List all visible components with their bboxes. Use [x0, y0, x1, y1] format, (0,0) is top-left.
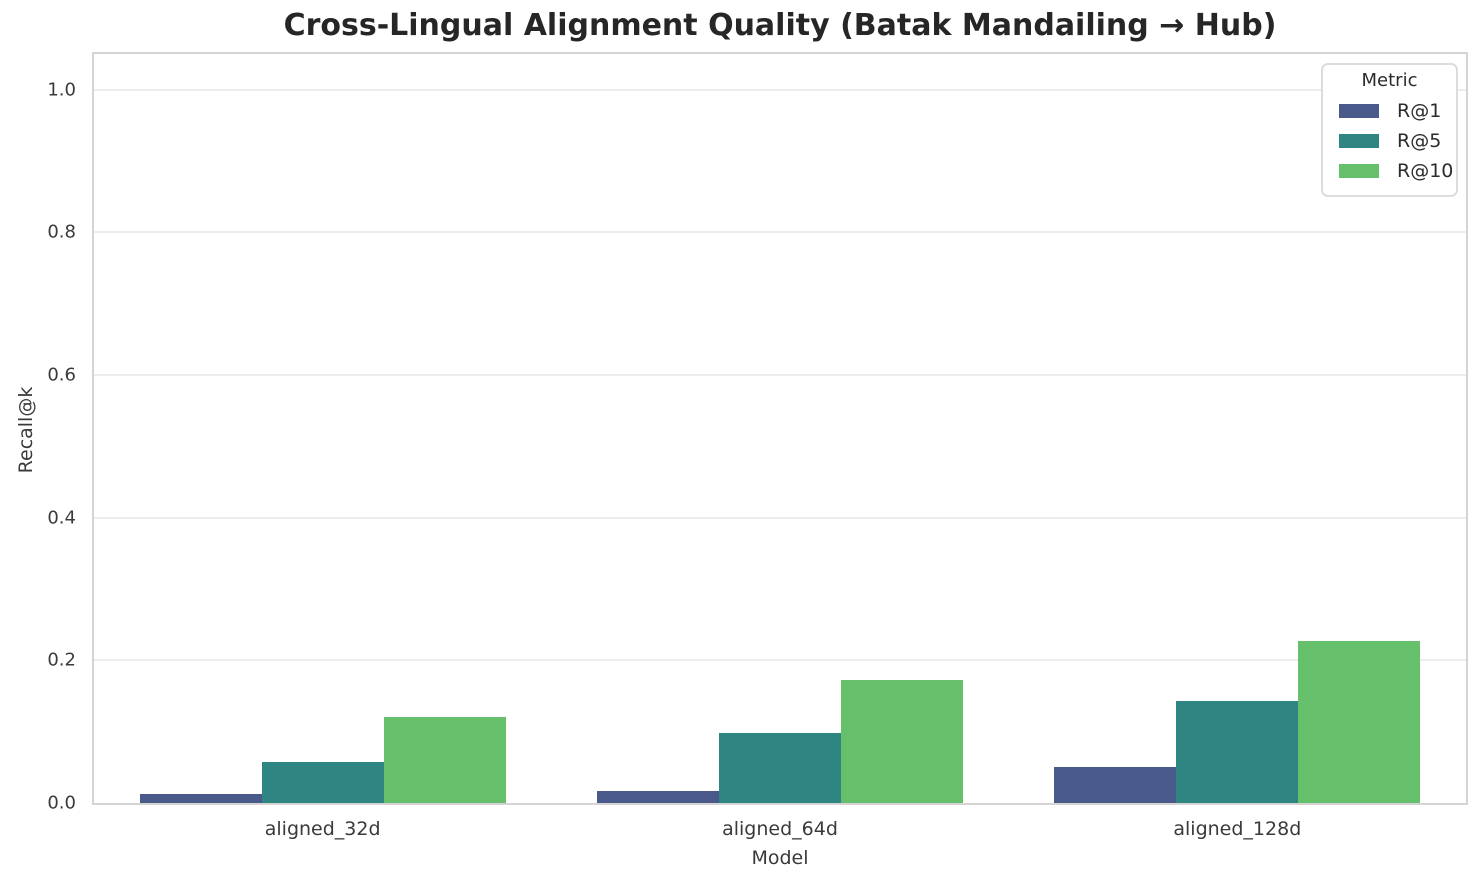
legend-label: R@5	[1397, 130, 1442, 152]
y-tick-label-0.8: 0.8	[47, 221, 76, 243]
bar-r1-aligned_64d	[597, 790, 720, 803]
x-tick-label-aligned_128d: aligned_128d	[1173, 818, 1302, 840]
bar-r5-aligned_128d	[1176, 701, 1299, 803]
gridlines-layer	[94, 54, 1466, 803]
legend-swatch-r10	[1339, 164, 1379, 178]
legend-label: R@1	[1397, 100, 1442, 122]
legend-item-r1: R@1	[1323, 96, 1456, 126]
legend-swatch-r5	[1339, 134, 1379, 148]
gridline-0.4	[94, 516, 1466, 519]
plot-area: Metric R@1 R@5 R@10	[92, 52, 1468, 805]
gridline-0.2	[94, 659, 1466, 662]
y-tick-label-1.0: 1.0	[47, 79, 76, 101]
x-tick-label-aligned_64d: aligned_64d	[722, 818, 838, 840]
y-tick-label-0.0: 0.0	[47, 792, 76, 814]
legend-swatch-r1	[1339, 104, 1379, 118]
legend: Metric R@1 R@5 R@10	[1321, 63, 1458, 197]
x-axis-label: Model	[751, 847, 809, 869]
gridline-0.8	[94, 231, 1466, 234]
bar-r5-aligned_32d	[261, 761, 384, 803]
legend-items: R@1 R@5 R@10	[1323, 96, 1456, 186]
gridline-0.6	[94, 374, 1466, 376]
y-tick-label-0.6: 0.6	[47, 364, 76, 386]
y-tick-label-0.2: 0.2	[47, 649, 76, 671]
chart-title: Cross-Lingual Alignment Quality (Batak M…	[283, 8, 1277, 43]
bar-r1-aligned_32d	[139, 794, 262, 803]
legend-item-r10: R@10	[1323, 156, 1456, 186]
bar-r5-aligned_64d	[719, 733, 841, 803]
legend-label: R@10	[1397, 160, 1454, 182]
bar-r1-aligned_128d	[1054, 766, 1177, 803]
gridline-1	[94, 88, 1466, 91]
x-tick-label-aligned_32d: aligned_32d	[264, 818, 381, 840]
y-axis-label: Recall@k	[15, 386, 37, 474]
legend-item-r5: R@5	[1323, 126, 1456, 156]
y-tick-label-0.4: 0.4	[47, 507, 76, 529]
bar-r10-aligned_32d	[383, 716, 506, 803]
bar-r10-aligned_128d	[1298, 641, 1421, 803]
legend-title: Metric	[1361, 70, 1418, 91]
bar-r10-aligned_64d	[840, 679, 963, 803]
bars-layer	[94, 54, 1466, 803]
